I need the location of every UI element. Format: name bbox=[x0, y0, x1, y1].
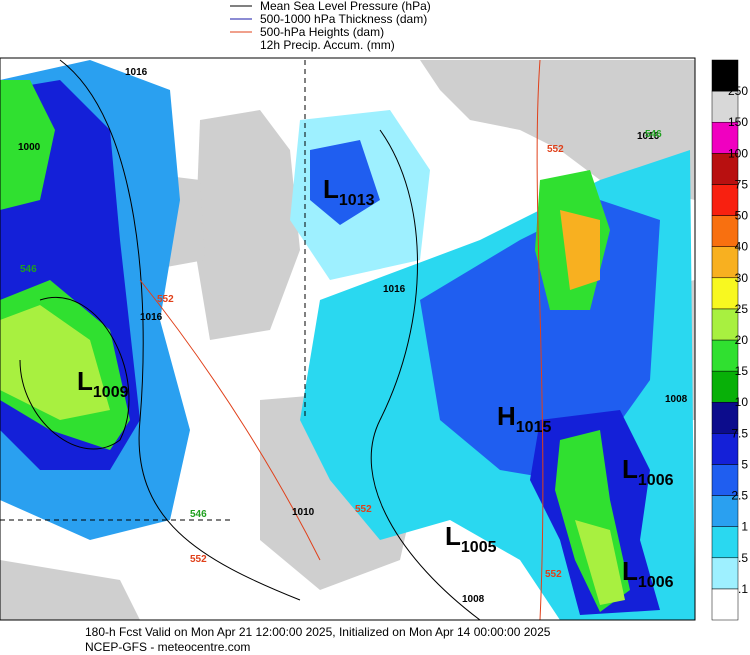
contour-label: 1016 bbox=[383, 284, 406, 295]
colorbar-label: 250 bbox=[728, 84, 748, 98]
colorbar-label: 40 bbox=[735, 240, 749, 254]
colorbar-swatch bbox=[711, 121, 739, 154]
center-letter: L bbox=[323, 174, 339, 204]
center-value: 1006 bbox=[638, 574, 674, 591]
colorbar-swatch bbox=[711, 339, 739, 372]
colorbar-swatch bbox=[711, 215, 739, 247]
contour-label: 552 bbox=[190, 554, 207, 565]
colorbar-label: 150 bbox=[728, 115, 748, 129]
colorbar-swatch bbox=[711, 90, 739, 123]
map-area bbox=[0, 58, 695, 620]
center-letter: L bbox=[622, 454, 638, 484]
center-value: 1015 bbox=[516, 419, 552, 436]
colorbar-label: 1 bbox=[741, 520, 748, 534]
colorbar-label: 30 bbox=[735, 271, 749, 285]
pressure-center: L1006 bbox=[622, 454, 674, 489]
legend-label: 500-1000 hPa Thickness (dam) bbox=[260, 12, 427, 26]
colorbar-swatch bbox=[711, 370, 739, 403]
colorbar-swatch bbox=[711, 59, 739, 92]
legend-label: 12h Precip. Accum. (mm) bbox=[260, 38, 395, 52]
colorbar-label: .1 bbox=[738, 582, 748, 596]
pressure-center: L1006 bbox=[622, 556, 674, 591]
contour-label: 1016 bbox=[637, 131, 660, 142]
center-letter: L bbox=[622, 556, 638, 586]
pressure-center: L1009 bbox=[77, 366, 129, 401]
center-value: 1009 bbox=[93, 384, 129, 401]
colorbar-swatch bbox=[711, 308, 739, 341]
colorbar-label: 50 bbox=[735, 209, 749, 223]
contour-label: 546 bbox=[20, 264, 37, 275]
colorbar-label: 100 bbox=[728, 146, 748, 160]
footer-line: NCEP-GFS - meteocentre.com bbox=[85, 640, 250, 654]
map-frame bbox=[0, 57, 696, 621]
colorbar-swatch bbox=[711, 464, 739, 496]
contour-label: 1016 bbox=[140, 312, 163, 323]
legend-label: Mean Sea Level Pressure (hPa) bbox=[260, 0, 431, 13]
center-letter: L bbox=[445, 521, 461, 551]
colorbar: .1 .5 1 2.5 5 7.5 10 15 20 25 30 40 50 75 100 150 250 bbox=[711, 59, 749, 621]
colorbar-label: 25 bbox=[735, 302, 749, 316]
colorbar-swatch bbox=[711, 277, 739, 310]
contour-label: 1000 bbox=[18, 142, 41, 153]
pressure-center: H1015 bbox=[497, 401, 551, 436]
contour-label: 552 bbox=[157, 294, 174, 305]
contour-label: 552 bbox=[547, 144, 564, 155]
colorbar-label: 7.5 bbox=[731, 426, 748, 440]
center-value: 1006 bbox=[638, 472, 674, 489]
colorbar-label: 10 bbox=[735, 395, 749, 409]
colorbar-swatch bbox=[711, 401, 739, 434]
center-value: 1005 bbox=[461, 539, 497, 556]
contour-label: 1010 bbox=[292, 507, 315, 518]
colorbar-label: 15 bbox=[735, 364, 749, 378]
legend-label: 500-hPa Heights (dam) bbox=[260, 25, 384, 39]
contour-label: 1016 bbox=[125, 67, 148, 78]
colorbar-label: 2.5 bbox=[731, 489, 748, 503]
colorbar-swatch bbox=[711, 526, 739, 559]
colorbar-label: 75 bbox=[735, 177, 749, 191]
colorbar-label: 20 bbox=[735, 333, 749, 347]
center-letter: L bbox=[77, 366, 93, 396]
legend: Mean Sea Level Pressure (hPa)500-1000 hP… bbox=[230, 0, 431, 52]
contour-label: 546 bbox=[645, 129, 662, 140]
colorbar-swatch bbox=[711, 246, 739, 279]
contour-label: 1008 bbox=[665, 394, 688, 405]
contour-label: 552 bbox=[355, 504, 372, 515]
colorbar-label: 5 bbox=[741, 457, 748, 471]
colorbar-swatch bbox=[711, 557, 739, 590]
center-value: 1013 bbox=[339, 192, 375, 209]
colorbar-swatch bbox=[711, 433, 739, 465]
footer-line: 180-h Fcst Valid on Mon Apr 21 12:00:00 … bbox=[85, 625, 551, 639]
pressure-center: L1013 bbox=[323, 174, 375, 209]
pressure-center: L1005 bbox=[445, 521, 497, 556]
contour-label: 1008 bbox=[462, 594, 485, 605]
colorbar-swatch bbox=[711, 184, 739, 216]
contour-label: 552 bbox=[545, 569, 562, 580]
center-letter: H bbox=[497, 401, 516, 431]
colorbar-label: .5 bbox=[738, 551, 748, 565]
contour-labels: 1016 1000 1016 1016 1016 1008 1010 1008 552 552 55… bbox=[18, 67, 688, 605]
contour-label: 546 bbox=[190, 509, 207, 520]
colorbar-swatch bbox=[711, 588, 739, 621]
